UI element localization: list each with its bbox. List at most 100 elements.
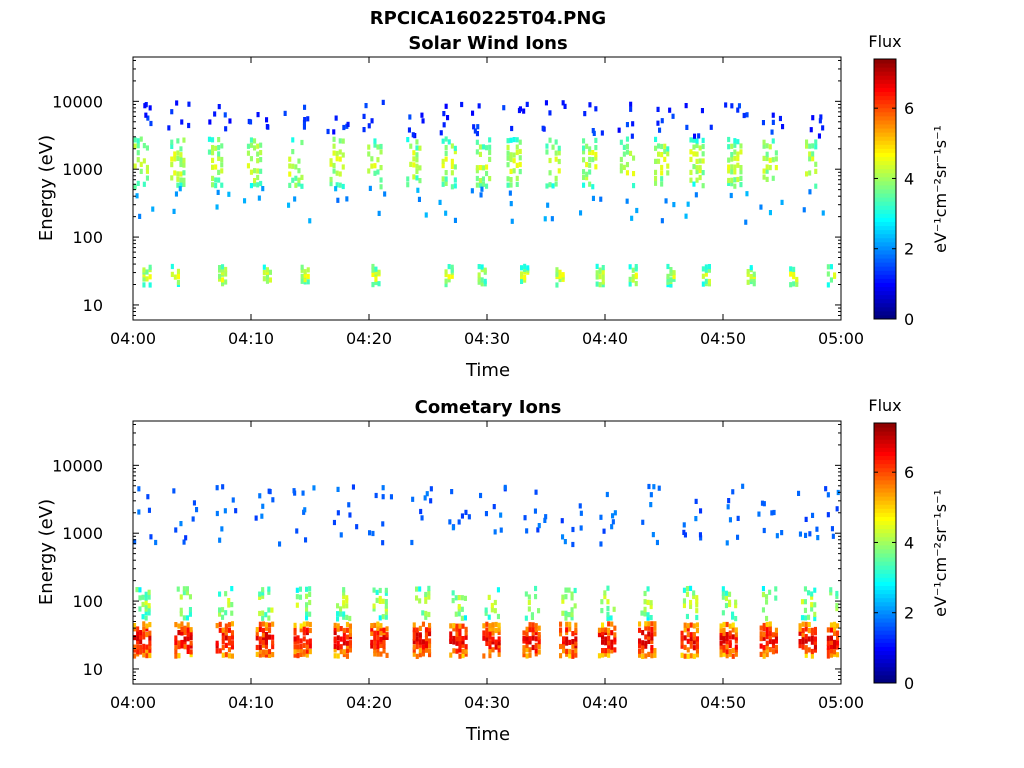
heatmap-cell-sw-high (217, 145, 221, 151)
heatmap-cell-com-high (142, 652, 146, 658)
heatmap-cell-sw-high (136, 157, 140, 163)
heatmap-cell-sw-high (625, 149, 629, 155)
heatmap-cell-sw-sparse (167, 125, 171, 131)
heatmap-cell-com-mid (570, 615, 574, 621)
heatmap-cell-sw-high (412, 174, 416, 180)
heatmap-cell-com-high (692, 635, 696, 641)
heatmap-cell-com-mid (372, 587, 376, 593)
heatmap-cell-com-high (771, 639, 775, 645)
heatmap-cell-sw-sparse (424, 212, 428, 218)
colorbar-segment (874, 455, 896, 461)
heatmap-cell-sw-high (727, 136, 731, 143)
heatmap-cell-sw-high (692, 137, 696, 143)
heatmap-cell-sw-high (478, 165, 482, 171)
heatmap-cell-com-mid (734, 616, 738, 622)
heatmap-cell-com-upper (231, 497, 235, 503)
heatmap-cell-com-mid (774, 595, 778, 601)
heatmap-cell-sw-high (415, 139, 419, 145)
heatmap-cell-sw-high (288, 163, 292, 169)
heatmap-cell-sw-high (139, 168, 143, 174)
heatmap-cell-com-high (177, 630, 181, 636)
heatmap-cell-sw-high (379, 184, 383, 190)
heatmap-cell-com-high (833, 626, 837, 632)
heatmap-cell-sw-low (145, 276, 149, 282)
heatmap-cell-com-high (227, 622, 231, 628)
heatmap-cell-com-upper (694, 516, 698, 522)
heatmap-cell-com-upper (271, 497, 275, 503)
heatmap-cell-com-high (139, 634, 143, 640)
heatmap-cell-com-mid (537, 608, 541, 614)
heatmap-cell-sw-high (288, 171, 292, 177)
heatmap-cell-com-high (218, 621, 222, 627)
heatmap-cell-sw-high (515, 162, 519, 168)
heatmap-cell-com-high (379, 625, 383, 632)
heatmap-cell-com-high (836, 644, 840, 650)
heatmap-cell-com-high (774, 627, 778, 633)
heatmap-cell-sw-low (377, 281, 381, 287)
heatmap-cell-com-upper (493, 529, 497, 535)
heatmap-cell-sw-high (288, 182, 292, 188)
heatmap-cell-com-high (638, 638, 642, 644)
heatmap-cell-sw-sparse (444, 103, 448, 109)
heatmap-cell-com-high (528, 622, 532, 628)
colorbar-segment (874, 124, 896, 129)
heatmap-cell-com-high (464, 630, 468, 636)
colorbar-segment (874, 83, 896, 88)
heatmap-cell-com-high (373, 647, 377, 654)
heatmap-cell-sw-low (148, 264, 152, 270)
heatmap-cell-sw-high (701, 143, 705, 150)
heatmap-cell-com-high (308, 627, 312, 634)
heatmap-cell-sw-high (338, 156, 342, 162)
heatmap-cell-sw-sparse (700, 108, 704, 114)
heatmap-cell-sw-low (598, 267, 602, 273)
heatmap-cell-sw-low (707, 267, 711, 273)
heatmap-cell-sw-high (771, 138, 775, 144)
heatmap-cell-com-upper (303, 507, 307, 513)
heatmap-cell-sw-high (475, 165, 479, 171)
colorbar-segment (874, 492, 896, 497)
heatmap-cell-com-upper (652, 484, 656, 490)
heatmap-cell-com-high (725, 621, 729, 628)
heatmap-cell-sw-high (660, 143, 664, 150)
heatmap-cell-sw-low (221, 277, 225, 283)
heatmap-cell-com-high (293, 622, 297, 628)
heatmap-cell-sw-high (475, 175, 479, 182)
heatmap-cell-com-high (647, 625, 651, 631)
heatmap-cell-com-high (650, 621, 654, 627)
heatmap-cell-sw-high (441, 176, 445, 182)
heatmap-cell-com-high (230, 634, 234, 640)
heatmap-cell-com-upper (736, 534, 740, 540)
heatmap-cell-sw-high (176, 182, 180, 188)
heatmap-cell-com-high (771, 632, 775, 638)
heatmap-cell-com-high (385, 634, 389, 640)
heatmap-cell-sw-high (765, 155, 769, 162)
heatmap-cell-com-upper (762, 527, 766, 534)
heatmap-cell-com-high (641, 653, 645, 659)
heatmap-cell-com-high (268, 634, 272, 640)
heatmap-cell-sw-sparse (525, 101, 529, 107)
heatmap-cell-sw-sparse (808, 189, 812, 195)
heatmap-cell-com-high (142, 634, 146, 640)
heatmap-cell-com-high (376, 639, 380, 645)
heatmap-cell-com-high (382, 648, 386, 654)
heatmap-cell-sw-low (669, 277, 673, 283)
figure-title: RPCICA160225T04.PNG (370, 8, 606, 29)
heatmap-cell-com-high (376, 621, 380, 627)
heatmap-cell-com-upper (804, 532, 808, 538)
heatmap-cell-sw-high (441, 158, 445, 164)
heatmap-cell-sw-low (523, 263, 527, 269)
heatmap-cell-sw-high (765, 164, 769, 170)
heatmap-cell-sw-high (406, 182, 410, 188)
heatmap-cell-com-high (829, 639, 833, 645)
heatmap-cell-com-high (142, 647, 146, 653)
heatmap-cell-sw-high (415, 157, 419, 163)
heatmap-cell-com-mid (496, 587, 500, 593)
heatmap-cell-com-high (768, 634, 772, 640)
heatmap-cell-sw-sparse (821, 125, 825, 131)
heatmap-cell-sw-low (707, 264, 711, 270)
heatmap-cell-com-high (537, 635, 541, 641)
heatmap-cell-com-mid (141, 601, 145, 608)
heatmap-cell-com-high (305, 639, 309, 645)
